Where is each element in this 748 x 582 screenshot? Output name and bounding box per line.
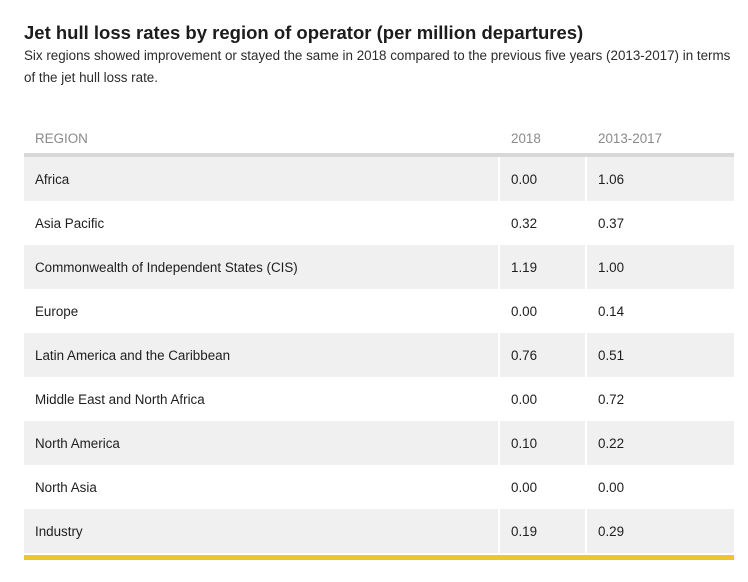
value-2018-cell: 0.00 (498, 289, 585, 333)
column-header-2013-2017: 2013-2017 (585, 124, 734, 153)
value-2013-2017-cell: 0.51 (585, 333, 734, 377)
region-cell: Latin America and the Caribbean (35, 347, 231, 363)
table-row: Africa 0.00 1.06 (24, 157, 734, 201)
value-2013-2017-cell: 1.00 (585, 245, 734, 289)
value-2018-cell: 0.10 (498, 421, 585, 465)
region-cell: Industry (35, 523, 83, 539)
region-cell: North America (35, 435, 120, 451)
value-2018-cell: 0.76 (498, 333, 585, 377)
value-2013-2017-cell: 1.06 (585, 157, 734, 201)
chart-subtitle: Six regions showed improvement or stayed… (24, 48, 731, 85)
table-row: North Asia 0.00 0.00 (24, 465, 734, 509)
table-header-row: REGION 2018 2013-2017 (24, 124, 734, 157)
table-body: Africa 0.00 1.06 Asia Pacific 0.32 0.37 Common… (24, 157, 734, 553)
value-2018-cell: 0.00 (498, 377, 585, 421)
data-table: REGION 2018 2013-2017 Africa 0.00 1.06 Asia… (24, 124, 734, 560)
region-cell: Africa (35, 171, 70, 187)
value-2013-2017-cell: 0.37 (585, 201, 734, 245)
table-row: Europe 0.00 0.14 (24, 289, 734, 333)
table-row: Asia Pacific 0.32 0.37 (24, 201, 734, 245)
table-row: North America 0.10 0.22 (24, 421, 734, 465)
region-cell: Asia Pacific (35, 215, 105, 231)
value-2018-cell: 0.32 (498, 201, 585, 245)
value-2013-2017-cell: 0.00 (585, 465, 734, 509)
value-2018-cell: 0.00 (498, 465, 585, 509)
value-2018-cell: 0.19 (498, 509, 585, 553)
value-2013-2017-cell: 0.22 (585, 421, 734, 465)
table-footer-accent-bar (24, 555, 734, 560)
value-2018-cell: 1.19 (498, 245, 585, 289)
column-header-region: REGION (35, 131, 88, 146)
region-cell: Middle East and North Africa (35, 391, 205, 407)
region-cell: North Asia (35, 479, 97, 495)
value-2013-2017-cell: 0.14 (585, 289, 734, 333)
region-cell: Europe (35, 303, 79, 319)
table-row: Middle East and North Africa 0.00 0.72 (24, 377, 734, 421)
table-row: Commonwealth of Independent States (CIS)… (24, 245, 734, 289)
table-row: Industry 0.19 0.29 (24, 509, 734, 553)
region-cell: Commonwealth of Independent States (CIS) (35, 259, 298, 275)
table-row: Latin America and the Caribbean 0.76 0.51 (24, 333, 734, 377)
column-header-2018: 2018 (498, 124, 585, 153)
value-2018-cell: 0.00 (498, 157, 585, 201)
value-2013-2017-cell: 0.72 (585, 377, 734, 421)
chart-title: Jet hull loss rates by region of operato… (24, 22, 584, 43)
value-2013-2017-cell: 0.29 (585, 509, 734, 553)
